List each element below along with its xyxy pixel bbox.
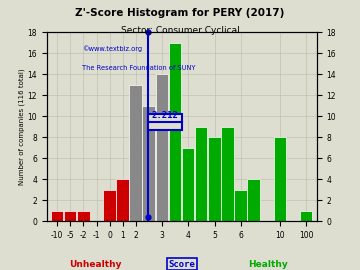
Bar [64,211,76,221]
Bar [274,137,286,221]
Bar [143,106,155,221]
Bar [77,211,90,221]
Bar [116,179,129,221]
Bar [129,85,142,221]
Text: Sector: Consumer Cyclical: Sector: Consumer Cyclical [121,26,239,35]
Y-axis label: Number of companies (116 total): Number of companies (116 total) [18,69,25,185]
Text: Z'-Score Histogram for PERY (2017): Z'-Score Histogram for PERY (2017) [75,8,285,18]
Text: Healthy: Healthy [248,260,288,269]
Bar [156,75,168,221]
Text: Score: Score [168,260,195,269]
Bar [103,190,116,221]
Bar [51,211,63,221]
Bar [169,43,181,221]
Text: The Research Foundation of SUNY: The Research Foundation of SUNY [82,65,195,70]
Bar [247,179,260,221]
Bar [234,190,247,221]
Text: ©www.textbiz.org: ©www.textbiz.org [82,46,142,52]
Bar [208,137,221,221]
Bar [195,127,207,221]
Bar [182,148,194,221]
Bar [300,211,312,221]
Bar [148,114,182,130]
Bar [221,127,234,221]
Text: Unhealthy: Unhealthy [69,260,122,269]
Text: 2.212: 2.212 [152,111,179,120]
